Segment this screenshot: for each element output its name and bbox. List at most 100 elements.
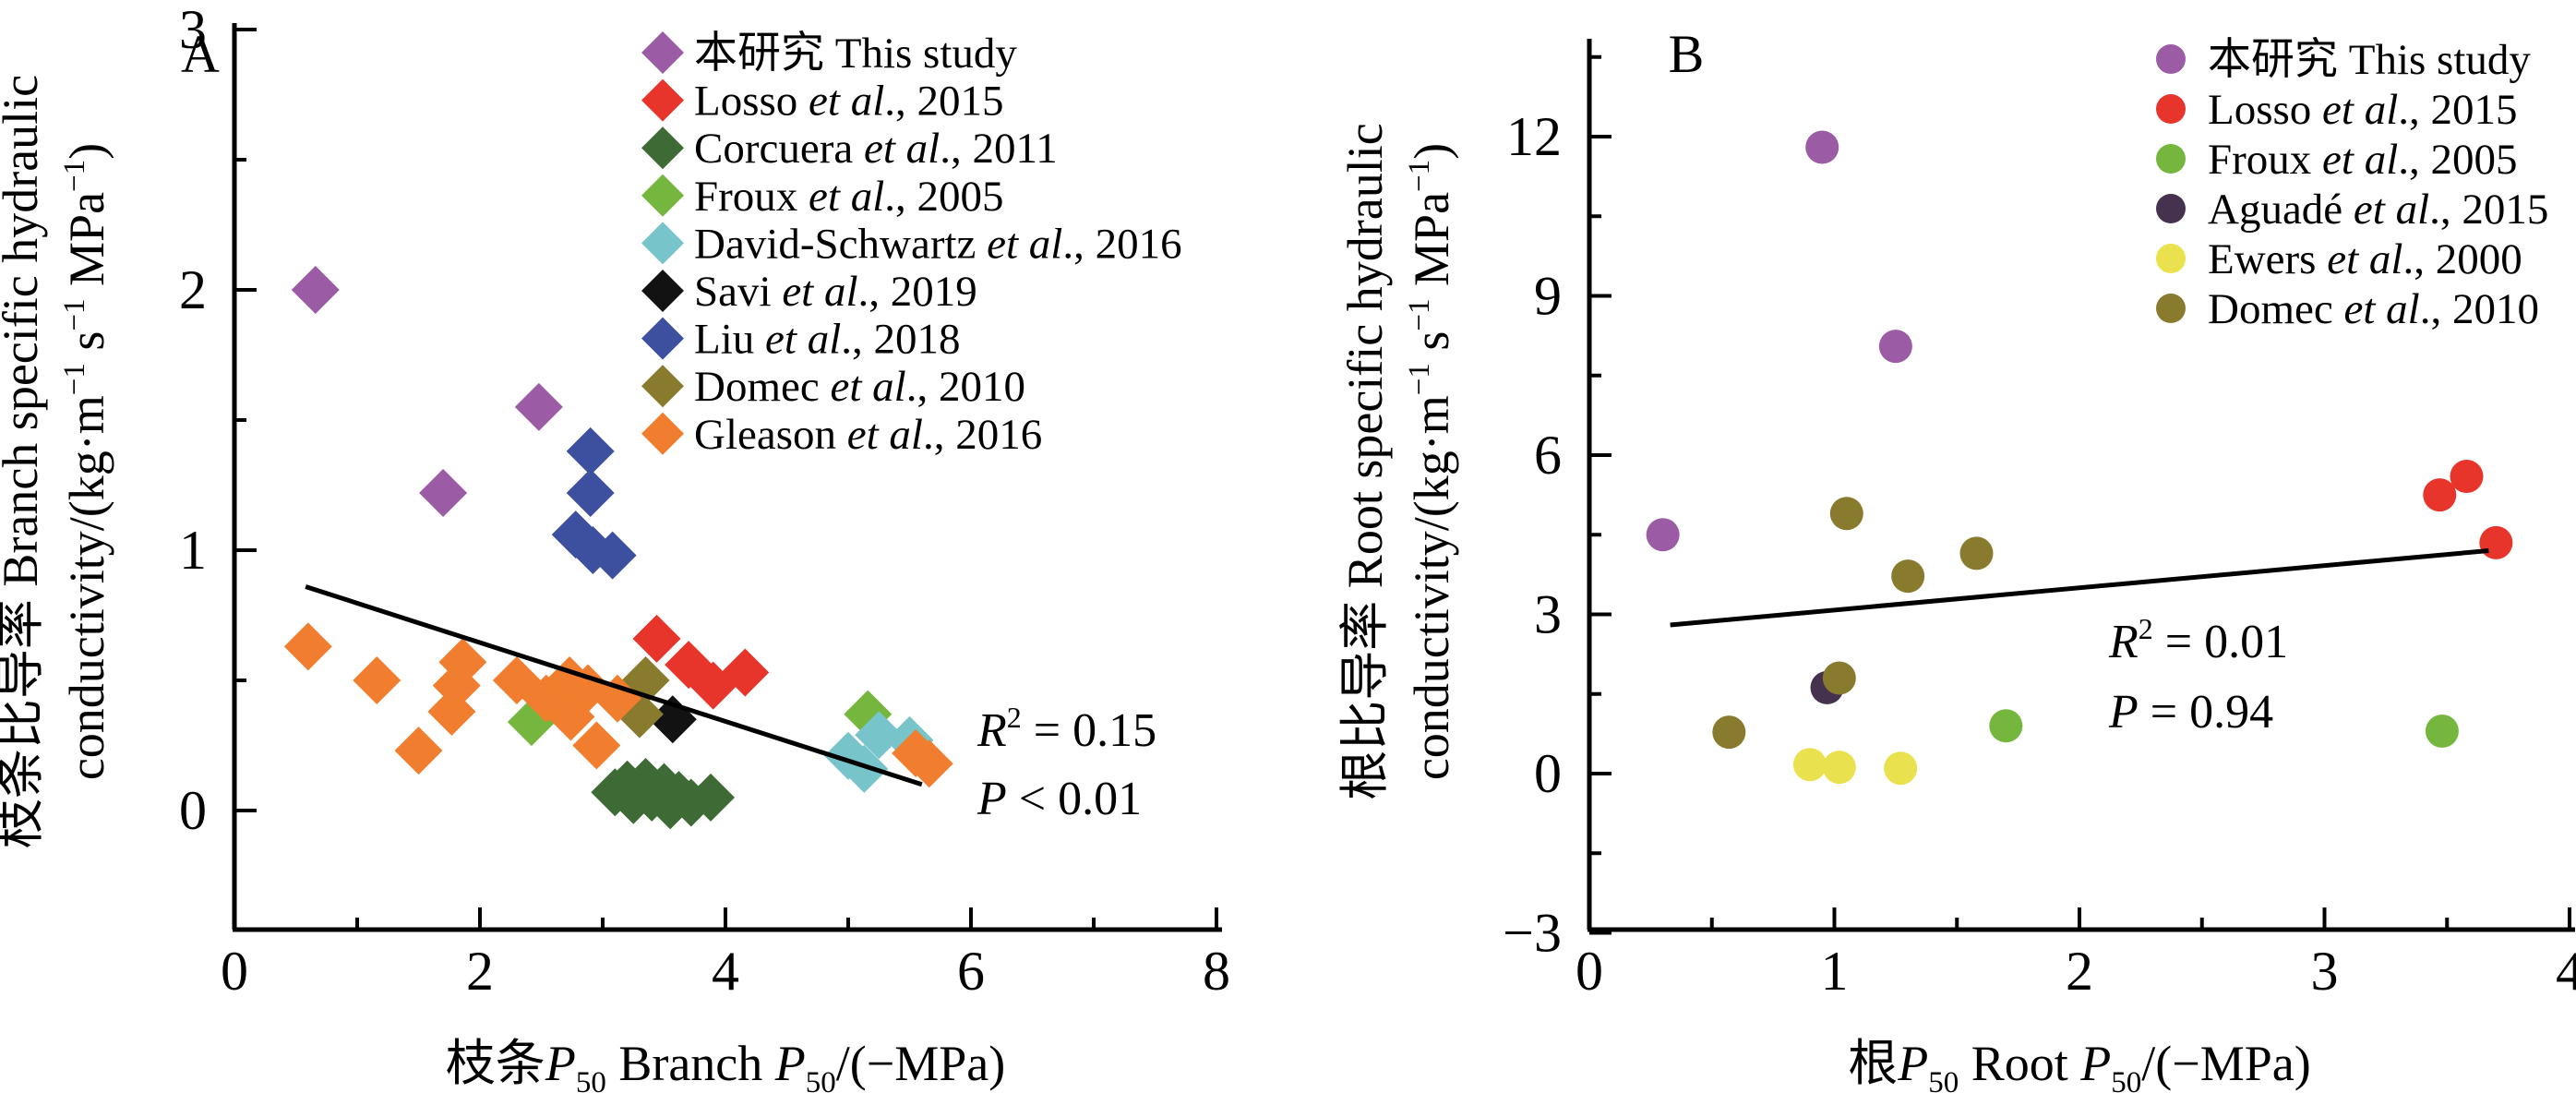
y-tick-label: 9: [1534, 266, 1562, 327]
legend-label: Liu et al., 2018: [694, 316, 961, 364]
data-point: [438, 638, 487, 687]
legend-marker: [641, 270, 684, 312]
data-point: [1712, 715, 1746, 750]
legend-marker: [2156, 294, 2186, 323]
y-tick-label: 3: [1534, 584, 1562, 645]
x-tick-label: 2: [2066, 941, 2093, 1002]
text-part: et al: [809, 173, 884, 221]
text-part: 50: [2111, 1066, 2141, 1099]
text-part: Ewers: [2208, 235, 2327, 283]
text-part: 3: [179, 0, 207, 60]
legend-label: Corcuera et al., 2011: [694, 125, 1058, 173]
text-part: < 0.01: [1007, 773, 1142, 825]
text-part: 8: [1203, 941, 1230, 1002]
text-part: 4: [2556, 941, 2576, 1002]
text-part: 本研究 This study: [2208, 36, 2531, 84]
data-point: [1959, 536, 1994, 571]
legend-marker: [641, 365, 684, 408]
stats-r2: R2 = 0.01: [2108, 612, 2288, 668]
text-part: 枝条比导率 Branch specific hydraulic: [0, 75, 48, 848]
data-point: [2425, 715, 2459, 748]
x-tick-label: 8: [1203, 941, 1230, 1002]
text-part: 0: [179, 780, 207, 841]
data-point: [1878, 330, 1912, 364]
text-part: s: [59, 331, 114, 364]
text-part: s: [1404, 331, 1459, 364]
text-part: Gleason: [694, 411, 847, 459]
legend-label: 本研究 This study: [2208, 36, 2531, 84]
data-point: [855, 711, 904, 760]
text-part: 1: [179, 520, 207, 581]
text-part: et al: [809, 78, 884, 126]
text-part: et al: [864, 125, 940, 173]
data-point: [2479, 525, 2513, 559]
text-part: /(−MPa): [836, 1036, 1005, 1091]
stats-p: P = 0.94: [2108, 686, 2273, 739]
legend-marker: [641, 174, 684, 217]
text-part: ., 2010: [906, 363, 1025, 411]
data-point: [1805, 130, 1839, 164]
text-part: −1: [1403, 298, 1436, 330]
x-axis-label: 枝条P50 Branch P50/(−MPa): [446, 1036, 1005, 1099]
text-part: ., 2010: [2420, 285, 2539, 333]
text-part: et al: [2327, 235, 2402, 283]
text-part: = 0.15: [1022, 704, 1156, 757]
y-axis-label-line2: conductivity/(kg·m−1 s−1 MPa−1): [58, 143, 114, 780]
text-part: ., 2005: [884, 173, 1003, 221]
text-part: et al: [782, 268, 857, 316]
text-part: 2: [179, 259, 207, 320]
data-point: [1829, 497, 1863, 531]
text-part: et al: [987, 220, 1062, 268]
data-point: [2450, 460, 2484, 493]
text-part: et al: [2322, 136, 2398, 184]
legend-marker: [2156, 44, 2186, 74]
regression-line: [305, 584, 923, 787]
y-tick-label: 1: [179, 520, 207, 581]
text-part: et al: [847, 411, 923, 459]
y-tick-label: 0: [1534, 743, 1562, 804]
text-part: 6: [957, 941, 985, 1002]
text-part: 12: [1506, 106, 1562, 167]
text-part: ., 2019: [858, 268, 977, 316]
text-part: 枝条: [446, 1036, 545, 1091]
text-part: et al: [765, 316, 841, 364]
legend-marker: [2156, 244, 2186, 273]
text-part: 4: [712, 941, 739, 1002]
text-part: P: [545, 1036, 576, 1091]
data-point: [1891, 559, 1925, 594]
text-part: P: [2079, 1036, 2111, 1091]
legend-marker: [641, 222, 684, 265]
legend-label: Ewers et al., 2000: [2208, 235, 2522, 283]
x-tick-label: 0: [1576, 941, 1603, 1002]
data-point: [632, 614, 681, 663]
text-part: 50: [576, 1066, 606, 1099]
legend-marker: [641, 317, 684, 360]
y-tick-label: 3: [179, 0, 207, 60]
text-part: ., 2015: [2398, 86, 2517, 134]
text-part: 50: [806, 1066, 836, 1099]
text-part: −1: [1403, 363, 1436, 395]
text-part: et al: [2354, 186, 2429, 234]
x-tick-label: 3: [2311, 941, 2339, 1002]
text-part: −1: [58, 160, 91, 192]
data-point: [905, 739, 953, 788]
x-tick-label: 4: [712, 941, 739, 1002]
text-part: 6: [1534, 425, 1562, 486]
text-part: P: [774, 1036, 806, 1091]
text-part: P: [2108, 686, 2139, 739]
text-part: 0: [221, 941, 248, 1002]
text-part: −1: [58, 363, 91, 395]
text-part: ., 2015: [884, 78, 1003, 126]
text-part: Branch: [606, 1036, 775, 1091]
text-part: et al: [830, 363, 905, 411]
stats-r2: R2 = 0.15: [976, 701, 1156, 757]
text-part: B: [1669, 24, 1705, 84]
text-part: 9: [1534, 266, 1562, 327]
text-part: R: [2108, 616, 2139, 668]
text-part: David-Schwartz: [694, 220, 987, 268]
text-part: 1: [1821, 941, 1849, 1002]
text-part: Aguadé: [2208, 186, 2354, 234]
text-part: Froux: [694, 173, 809, 221]
legend-marker: [641, 31, 684, 74]
